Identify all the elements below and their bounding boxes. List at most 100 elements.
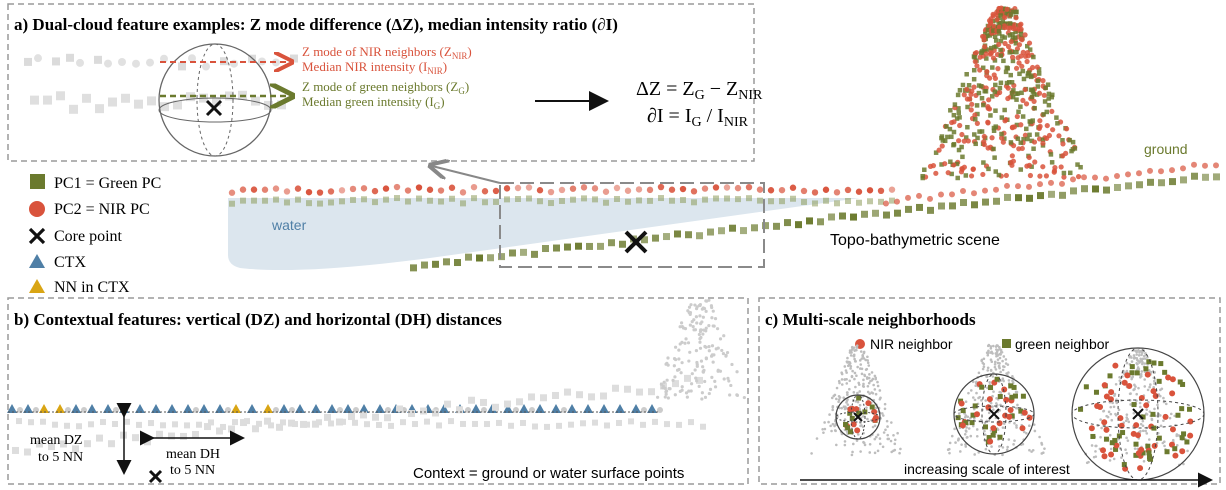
- tree-grey-point: [1021, 442, 1025, 446]
- tree-grey-point: [840, 406, 843, 410]
- tree-grey-point: [994, 368, 998, 371]
- tree-grey-point: [1125, 413, 1129, 416]
- bathy-point: [828, 213, 835, 221]
- green-point: [295, 196, 301, 203]
- green-neighbor-point: [972, 403, 978, 409]
- faded-ground-point: [436, 422, 442, 429]
- green-neighbor-point: [1140, 450, 1146, 456]
- green-point: [845, 197, 851, 204]
- green-point: [262, 197, 268, 204]
- tree-grey-point: [858, 390, 862, 393]
- tree-grey-point: [862, 385, 866, 388]
- tree-grey-point: [875, 435, 878, 439]
- tree-grey-point: [1125, 436, 1128, 440]
- faded-ground-point: [672, 380, 679, 388]
- faded-ground-point: [652, 418, 658, 425]
- tree-point: [992, 58, 998, 63]
- tree-grey-point: [1173, 414, 1176, 418]
- tree-grey-point: [1139, 376, 1142, 379]
- tree-grey-point: [1135, 350, 1138, 353]
- tree-point: [996, 41, 1002, 48]
- tree-grey-point: [892, 449, 895, 453]
- tree-grey-point: [1135, 353, 1138, 356]
- faded-ground-point: [576, 391, 583, 399]
- faded-ground-point: [84, 440, 91, 448]
- tree-point: [1012, 26, 1019, 32]
- green-point: [801, 198, 807, 205]
- faded-ground-point: [336, 418, 343, 426]
- tree-point: [1061, 174, 1067, 180]
- faded-ground-point: [636, 388, 643, 396]
- tree-point: [1007, 50, 1012, 55]
- tree-grey-point: [966, 415, 970, 419]
- nir-point: [360, 185, 368, 192]
- bathy-point: [960, 199, 967, 207]
- faded-ground-point: [148, 420, 154, 427]
- bathy-point: [674, 230, 681, 238]
- context-note: Context = ground or water surface points: [413, 465, 684, 482]
- green-point: [647, 197, 653, 204]
- bathy-point: [1125, 182, 1132, 190]
- tree-grey-point: [1137, 354, 1141, 357]
- tree-point: [998, 21, 1003, 26]
- faded-ground-point: [456, 406, 463, 414]
- tree-point: [981, 37, 987, 43]
- tree-point: [1037, 123, 1043, 129]
- tree-grey-point: [854, 400, 858, 403]
- faded-tree-point: [700, 397, 704, 401]
- cloud-point: [95, 104, 104, 114]
- green-neighbor-point: [1090, 433, 1096, 439]
- tree-point: [1004, 6, 1010, 12]
- tree-point: [1051, 168, 1058, 174]
- faded-ground-point: [628, 418, 634, 425]
- tree-grey-point: [1001, 365, 1005, 368]
- tree-grey-point: [969, 434, 973, 438]
- nir-point: [426, 186, 434, 193]
- green-point: [823, 197, 829, 204]
- nir-point: [866, 187, 874, 194]
- green-neighbor-point: [1020, 393, 1026, 399]
- tree-point: [1050, 127, 1056, 133]
- tree-point: [976, 83, 982, 88]
- nir-neighbor-point: [1094, 402, 1101, 409]
- tree-grey-point: [1140, 353, 1143, 357]
- green-intensity-label: Median green intensity (IG): [302, 94, 445, 111]
- tree-point: [1060, 138, 1065, 143]
- dz-label-line2: to 5 NN: [38, 450, 83, 465]
- tree-point: [1016, 109, 1021, 115]
- tree-grey-point: [948, 451, 951, 455]
- scene-core-point-x-icon: [624, 230, 648, 254]
- nir-neighbor-point: [990, 425, 997, 432]
- tree-point: [1020, 97, 1026, 104]
- green-neighbor-point: [990, 432, 996, 438]
- tree-grey-point: [1106, 415, 1110, 419]
- nir-point: [602, 188, 610, 195]
- tree-grey-point: [973, 398, 977, 402]
- tree-grey-point: [868, 442, 872, 446]
- faded-ground-point: [360, 411, 367, 419]
- tree-point: [1011, 88, 1016, 93]
- tree-point: [960, 154, 965, 160]
- tree-grey-point: [1028, 424, 1031, 428]
- tree-grey-point: [837, 394, 841, 398]
- bathy-point: [608, 239, 615, 247]
- green-point: [856, 199, 862, 206]
- green-point: [680, 197, 686, 204]
- green-neighbor-point: [1121, 462, 1127, 468]
- green-neighbor-point: [1187, 406, 1193, 412]
- cloud-point: [34, 54, 42, 63]
- nir-neighbor-point: [1179, 448, 1186, 455]
- green-neighbor-point: [856, 410, 862, 416]
- nir-neighbor-point: [1165, 374, 1172, 381]
- tree-point: [972, 50, 978, 57]
- tree-grey-point: [849, 351, 852, 354]
- faded-ground-point: [316, 419, 322, 426]
- tree-point: [1049, 160, 1055, 165]
- faded-tree-point: [686, 309, 690, 313]
- green-point: [383, 196, 389, 203]
- bathy-point: [641, 236, 648, 244]
- tree-grey-point: [866, 361, 870, 365]
- tree-grey-point: [845, 360, 849, 363]
- tree-grey-point: [1139, 373, 1142, 377]
- cloud-point: [43, 95, 52, 105]
